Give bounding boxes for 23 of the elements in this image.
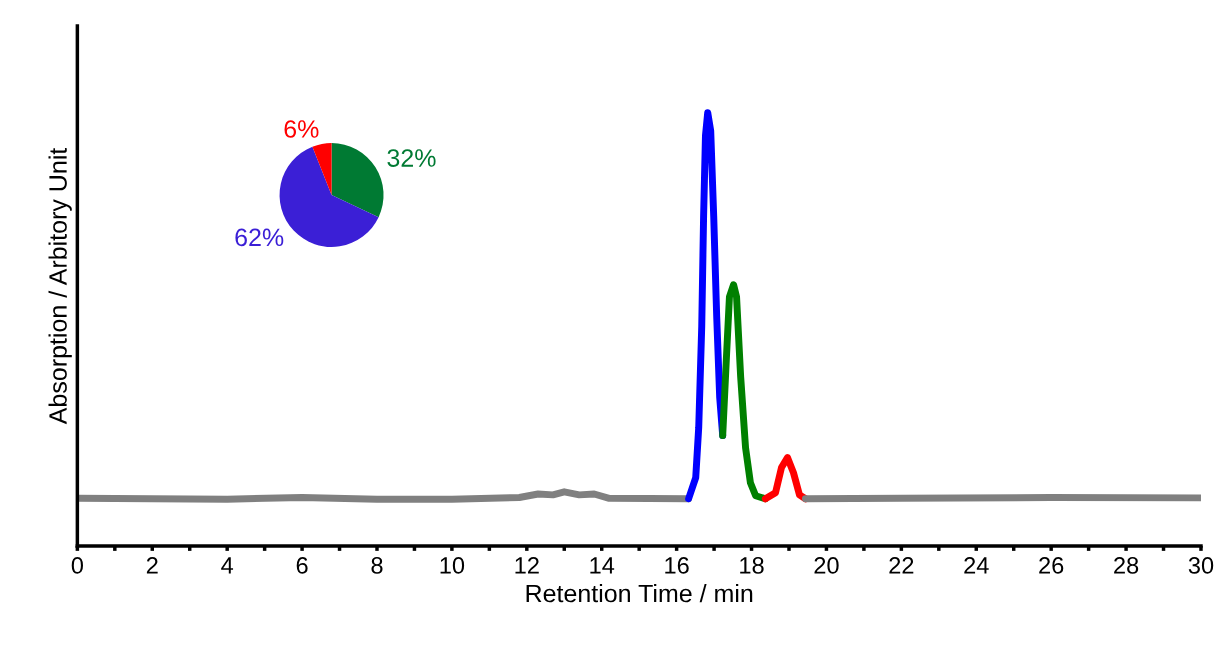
x-tick-label: 4 [221, 557, 234, 574]
x-tick-label: 14 [590, 557, 615, 574]
data-label: 32% [387, 149, 436, 167]
x-tick-label: 26 [1039, 557, 1064, 574]
pie-slice [331, 143, 384, 218]
x-tick-label: 6 [296, 557, 308, 574]
x-tick-label: 0 [71, 557, 84, 574]
x-tick-label: 22 [889, 557, 914, 574]
data-label: 62% [235, 228, 284, 247]
pie-slice [312, 143, 332, 195]
x-tick-label: 16 [665, 557, 689, 574]
y-axis-title: Absorption / Arbitory Unit [48, 147, 72, 425]
x-axis-title: Retention Time / min [526, 583, 753, 603]
x-tick-label: 24 [964, 557, 989, 574]
x-tick-label: 12 [515, 557, 539, 574]
data-label: 6% [284, 120, 319, 138]
x-tick-label: 10 [440, 557, 465, 574]
x-tick-label: 18 [740, 557, 764, 574]
x-tick-label: 2 [146, 557, 158, 574]
x-tick-label: 28 [1114, 557, 1139, 574]
x-tick-label: 8 [371, 557, 383, 574]
x-tick-label: 20 [814, 557, 839, 574]
x-tick-label: 30 [1188, 557, 1214, 574]
